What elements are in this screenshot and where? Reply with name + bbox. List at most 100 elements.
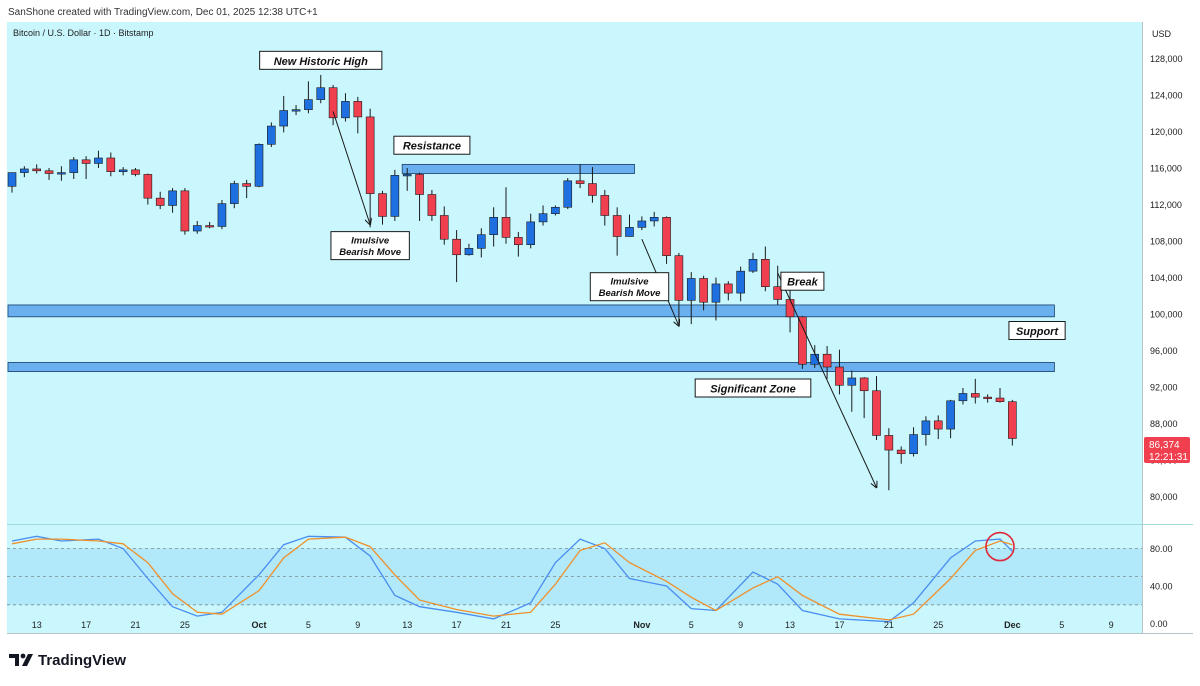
candle	[192, 220, 202, 234]
price-axis-ticks: 80,00084,00088,00092,00096,000100,000104…	[1150, 54, 1183, 502]
stochastic-tick-label: 0.00	[1150, 619, 1168, 629]
candle-body	[835, 366, 844, 386]
annotation-label: Bearish Move	[339, 247, 401, 258]
candle-body	[192, 225, 202, 232]
countdown-value: 12:21:31	[1149, 452, 1188, 463]
candle-body	[242, 183, 251, 187]
time-tick-label: Dec	[1004, 620, 1021, 630]
candle	[686, 272, 696, 325]
price-tick-label: 96,000	[1150, 346, 1178, 356]
price-tick-label: 128,000	[1150, 54, 1183, 64]
last-price-value: 86,374	[1149, 440, 1180, 451]
annotation-box	[694, 378, 812, 398]
annotation-label: Support	[1016, 326, 1059, 338]
candle	[538, 205, 548, 226]
candle	[415, 172, 424, 221]
candle	[872, 376, 881, 441]
candle-body	[365, 116, 375, 194]
candle	[32, 164, 42, 174]
candle-body	[476, 234, 486, 249]
candle-body	[267, 125, 276, 145]
candle-body	[378, 193, 387, 217]
zone-rect	[7, 304, 1055, 318]
candle-body	[612, 215, 622, 237]
candle	[674, 252, 684, 325]
candle-body	[7, 172, 17, 187]
candle	[748, 252, 758, 273]
candle-body	[390, 175, 400, 217]
candle-body	[501, 217, 511, 238]
annotation-box	[1008, 321, 1066, 341]
candle	[464, 243, 474, 256]
candle-body	[155, 197, 165, 206]
annotation-box	[780, 271, 825, 291]
candle	[390, 169, 400, 221]
candle-body	[847, 377, 857, 386]
annotations-layer: New Historic HighResistanceImulsiveBeari…	[259, 50, 1066, 398]
annotation-box	[589, 272, 670, 302]
candle-body	[81, 159, 91, 164]
candle-body	[1008, 401, 1017, 439]
candle-body	[69, 159, 79, 173]
candle	[921, 416, 931, 446]
candle-body	[143, 174, 153, 199]
candle-body	[575, 180, 585, 184]
candle-body	[711, 283, 721, 303]
annotation-box	[330, 231, 410, 261]
annotation: Significant Zone	[694, 378, 812, 398]
candle	[859, 377, 869, 419]
candle-body	[514, 237, 523, 246]
candle	[378, 190, 387, 225]
time-tick-label: 25	[180, 620, 190, 630]
candle-body	[600, 195, 610, 216]
candle	[106, 152, 116, 177]
last-price-badge: 86,374 12:21:31	[1144, 437, 1190, 463]
time-tick-label: Oct	[251, 620, 266, 630]
candle-body	[205, 225, 214, 228]
candle	[588, 167, 597, 203]
price-tick-label: 88,000	[1150, 419, 1178, 429]
price-tick-label: 80,000	[1150, 492, 1178, 502]
candle-body	[291, 109, 301, 112]
price-tick-label: 104,000	[1150, 273, 1183, 283]
candle	[736, 266, 745, 302]
stochastic-tick-label: 40.00	[1150, 582, 1173, 592]
candle	[143, 173, 153, 205]
plot-background	[7, 22, 1142, 633]
candle	[822, 346, 832, 379]
tradingview-logo[interactable]: TradingView	[9, 652, 126, 669]
candle-body	[180, 190, 190, 232]
time-tick-label: 17	[834, 620, 844, 630]
annotation-label: Imulsive	[351, 236, 390, 247]
candle-body	[649, 217, 659, 222]
candle-body	[674, 255, 684, 301]
candle-body	[57, 172, 66, 175]
candle-body	[909, 434, 918, 455]
candle	[168, 188, 177, 213]
candle-body	[822, 353, 832, 368]
candle	[489, 207, 498, 247]
stochastic-tick-label: 80.00	[1150, 544, 1173, 554]
candle	[909, 427, 918, 457]
annotation: Break	[780, 271, 825, 291]
candle-body	[20, 168, 29, 173]
time-tick-label: 9	[1109, 620, 1114, 630]
candle	[983, 394, 992, 403]
candle	[254, 143, 264, 188]
candle-body	[637, 220, 647, 228]
candle-body	[563, 180, 573, 208]
candle	[625, 214, 634, 237]
tradingview-logo-icon	[9, 653, 33, 666]
candle	[476, 228, 486, 258]
currency-label[interactable]: USD	[1152, 29, 1172, 39]
candle	[7, 172, 17, 193]
attribution-text: SanShone created with TradingView.com, D…	[8, 7, 318, 18]
candle	[155, 191, 165, 210]
candle	[662, 216, 671, 264]
price-tick-label: 116,000	[1150, 164, 1182, 174]
candle-body	[958, 393, 968, 402]
candle	[279, 95, 289, 133]
price-axis-panel[interactable]	[1142, 22, 1193, 633]
